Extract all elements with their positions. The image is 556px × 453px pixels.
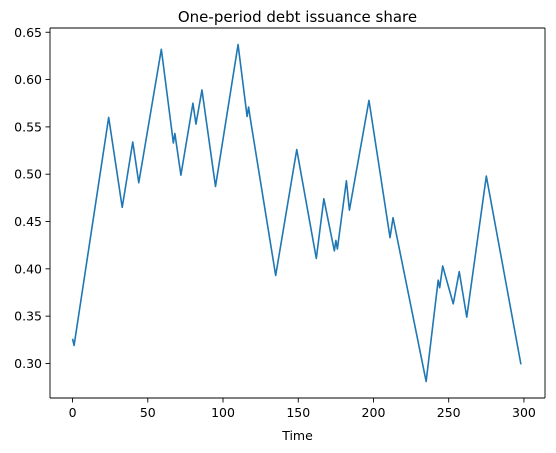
x-tick-label-5: 250 [437, 405, 461, 420]
y-tick-label-4: 0.50 [14, 167, 42, 182]
y-tick-label-7: 0.65 [14, 25, 42, 40]
plot-area: 0 50 100 150 200 250 300 0.30 0.35 0.40 0.45 0.50 0.… [14, 25, 546, 420]
y-tick-label-1: 0.35 [14, 309, 42, 324]
x-tick-label-2: 100 [211, 405, 235, 420]
x-tick-label-0: 0 [69, 405, 77, 420]
chart-title: One-period debt issuance share [178, 8, 417, 26]
x-tick-label-3: 150 [286, 405, 310, 420]
x-tick-label-1: 50 [140, 405, 156, 420]
y-tick-label-3: 0.45 [14, 214, 42, 229]
y-tick-label-6: 0.60 [14, 72, 42, 87]
y-tick-label-0: 0.30 [14, 356, 42, 371]
x-tick-label-4: 200 [362, 405, 386, 420]
series-line-0 [71, 43, 522, 383]
x-axis-title: Time [281, 428, 313, 443]
x-tick-label-6: 300 [512, 405, 536, 420]
y-tick-label-5: 0.55 [14, 119, 42, 134]
y-tick-label-2: 0.40 [14, 261, 42, 276]
